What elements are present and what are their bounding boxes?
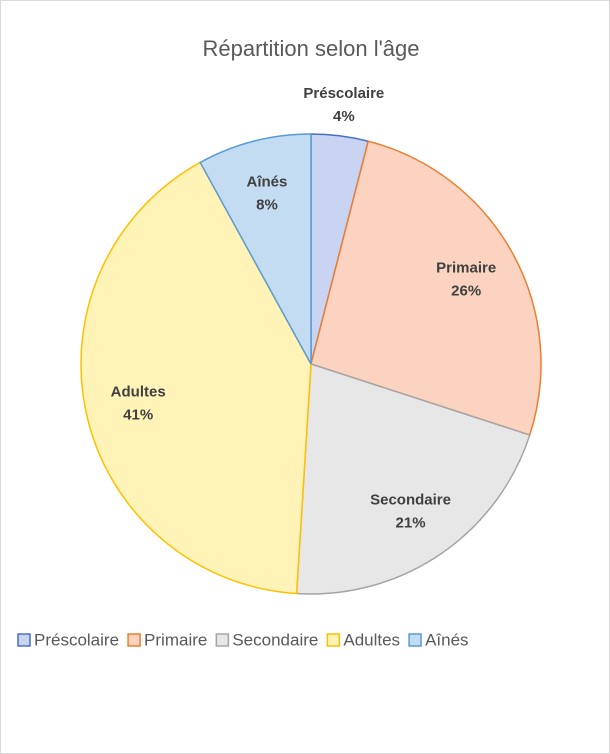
legend-swatch	[17, 633, 31, 647]
pie-slice	[310, 140, 542, 437]
slice-value-label: 41%	[123, 407, 153, 424]
slice-label: Préscolaire	[303, 85, 384, 102]
legend-swatch	[215, 633, 230, 647]
slice-value-label: 8%	[256, 196, 278, 213]
legend-swatch	[326, 633, 341, 647]
legend-label: Secondaire	[232, 630, 318, 649]
slice-label: Primaire	[436, 260, 496, 277]
pie-slice	[80, 161, 312, 595]
legend-swatch	[127, 633, 141, 647]
slice-value-label: 4%	[333, 108, 355, 125]
slice-label: Secondaire	[370, 491, 451, 508]
pie-slice	[295, 362, 531, 595]
slice-label: Adultes	[111, 384, 166, 401]
slice-value-label: 26%	[451, 283, 481, 300]
slice-label: Aînés	[247, 173, 288, 190]
slice-value-label: 21%	[396, 514, 426, 531]
legend-label: Préscolaire	[34, 630, 119, 649]
pie-slice	[199, 133, 312, 365]
legend-label: Aînés	[425, 630, 468, 649]
legend-label: Primaire	[144, 630, 207, 649]
legend-swatch	[408, 633, 422, 647]
chart-title: Répartition selon l'âge	[202, 36, 419, 61]
legend-label: Adultes	[343, 630, 400, 649]
